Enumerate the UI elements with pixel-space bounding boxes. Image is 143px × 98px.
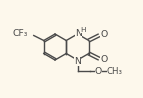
Text: CH₃: CH₃ — [107, 67, 123, 75]
Text: N: N — [74, 57, 81, 65]
Text: O: O — [95, 67, 102, 75]
Text: O: O — [100, 55, 107, 64]
Text: CF₃: CF₃ — [12, 29, 27, 38]
Text: H: H — [80, 27, 86, 33]
Text: N: N — [75, 29, 82, 38]
Text: O: O — [100, 30, 107, 39]
